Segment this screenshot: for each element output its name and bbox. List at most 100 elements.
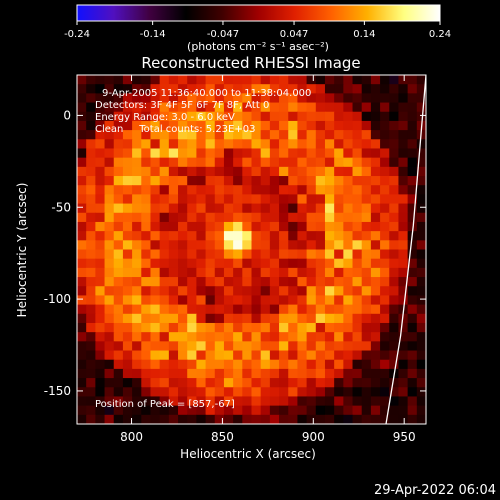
heatmap-cell — [196, 111, 207, 122]
colorbar-ticks: -0.24 -0.14 -0.047 0.047 0.14 0.24 — [64, 21, 451, 40]
heatmap-cell — [251, 277, 262, 287]
heatmap-cell — [315, 332, 326, 342]
heatmap-cell — [251, 84, 262, 94]
heatmap-cell — [416, 332, 426, 342]
heatmap-cell — [132, 75, 142, 85]
heatmap-cell — [288, 93, 299, 104]
heatmap-cell — [141, 185, 152, 195]
heatmap-cell — [214, 313, 225, 324]
heatmap-cell — [361, 102, 372, 113]
heatmap-cell — [260, 166, 271, 177]
heatmap-cell — [407, 111, 418, 122]
heatmap-cell — [214, 148, 225, 159]
heatmap-cell — [260, 212, 271, 223]
heatmap-cell — [269, 387, 280, 398]
heatmap-cell — [214, 166, 225, 177]
heatmap-cell — [315, 414, 326, 424]
heatmap-cell — [370, 240, 381, 251]
heatmap-cell — [288, 157, 299, 168]
heatmap-cell — [279, 286, 289, 297]
heatmap-cell — [159, 322, 170, 333]
heatmap-cell — [168, 295, 179, 306]
heatmap-cell — [178, 194, 188, 205]
heatmap-cell — [113, 341, 124, 352]
heatmap-cell — [223, 84, 234, 94]
heatmap-cell — [416, 396, 426, 407]
heatmap-cell — [122, 322, 133, 333]
heatmap-cell — [150, 332, 161, 342]
heatmap-cell — [196, 249, 207, 260]
heatmap-cell — [306, 139, 317, 150]
heatmap-cell — [297, 350, 308, 361]
heatmap-cell — [242, 166, 253, 177]
heatmap-cell — [334, 166, 344, 177]
heatmap-cell — [113, 277, 124, 287]
heatmap-cell — [168, 240, 179, 251]
heatmap-cell — [196, 139, 207, 150]
heatmap-cell — [260, 84, 271, 94]
heatmap-cell — [288, 378, 299, 388]
heatmap-cell — [141, 368, 152, 379]
heatmap-cell — [77, 102, 87, 113]
heatmap-cell — [352, 111, 363, 122]
heatmap-cell — [315, 120, 326, 131]
heatmap-cell — [150, 148, 161, 159]
heatmap-cell — [334, 286, 344, 297]
heatmap-cell — [269, 139, 280, 150]
heatmap-cell — [334, 249, 344, 260]
heatmap-cell — [407, 286, 418, 297]
heatmap-cell — [334, 194, 344, 205]
heatmap-cell — [168, 120, 179, 131]
heatmap-cell — [178, 139, 188, 150]
heatmap-cell — [279, 93, 289, 104]
heatmap-cell — [315, 93, 326, 104]
heatmap-cell — [389, 176, 400, 186]
heatmap-cell — [242, 350, 253, 361]
heatmap-cell — [187, 304, 197, 315]
heatmap-cell — [251, 378, 262, 388]
heatmap-cell — [132, 332, 142, 342]
heatmap-cell — [150, 102, 161, 113]
heatmap-cell — [352, 93, 363, 104]
heatmap-cell — [251, 322, 262, 333]
heatmap-cell — [343, 378, 354, 388]
heatmap-cell — [77, 231, 87, 241]
heatmap-cell — [343, 111, 354, 122]
heatmap-cell — [141, 267, 152, 278]
heatmap-cell — [77, 332, 87, 342]
heatmap-cell — [205, 322, 216, 333]
heatmap-cell — [168, 93, 179, 104]
heatmap-cell — [279, 203, 289, 214]
heatmap-cell — [260, 332, 271, 342]
heatmap-cell — [113, 120, 124, 131]
heatmap-cell — [159, 221, 170, 232]
heatmap-cell — [77, 341, 87, 352]
heatmap-cell — [416, 359, 426, 370]
heatmap-cell — [242, 341, 253, 352]
heatmap-cell — [150, 185, 161, 195]
heatmap-cell — [132, 139, 142, 150]
heatmap-cell — [269, 332, 280, 342]
heatmap-cell — [141, 249, 152, 260]
heatmap-cell — [361, 176, 372, 186]
heatmap-cell — [389, 120, 400, 131]
heatmap-cell — [187, 185, 197, 195]
heatmap-cell — [324, 322, 335, 333]
heatmap-cell — [352, 322, 363, 333]
heatmap-cell — [269, 304, 280, 315]
heatmap-cell — [269, 93, 280, 104]
heatmap-cell — [104, 350, 115, 361]
heatmap-cell — [407, 396, 418, 407]
heatmap-cell — [132, 313, 142, 324]
heatmap-cell — [260, 341, 271, 352]
heatmap-cell — [159, 139, 170, 150]
heatmap-cell — [380, 350, 390, 361]
heatmap-cell — [86, 387, 96, 398]
heatmap-cell — [223, 148, 234, 159]
heatmap-cell — [260, 387, 271, 398]
heatmap-cell — [343, 277, 354, 287]
heatmap-cell — [178, 332, 188, 342]
heatmap-cell — [269, 75, 280, 85]
heatmap-cell — [279, 130, 289, 140]
heatmap-cell — [343, 240, 354, 251]
